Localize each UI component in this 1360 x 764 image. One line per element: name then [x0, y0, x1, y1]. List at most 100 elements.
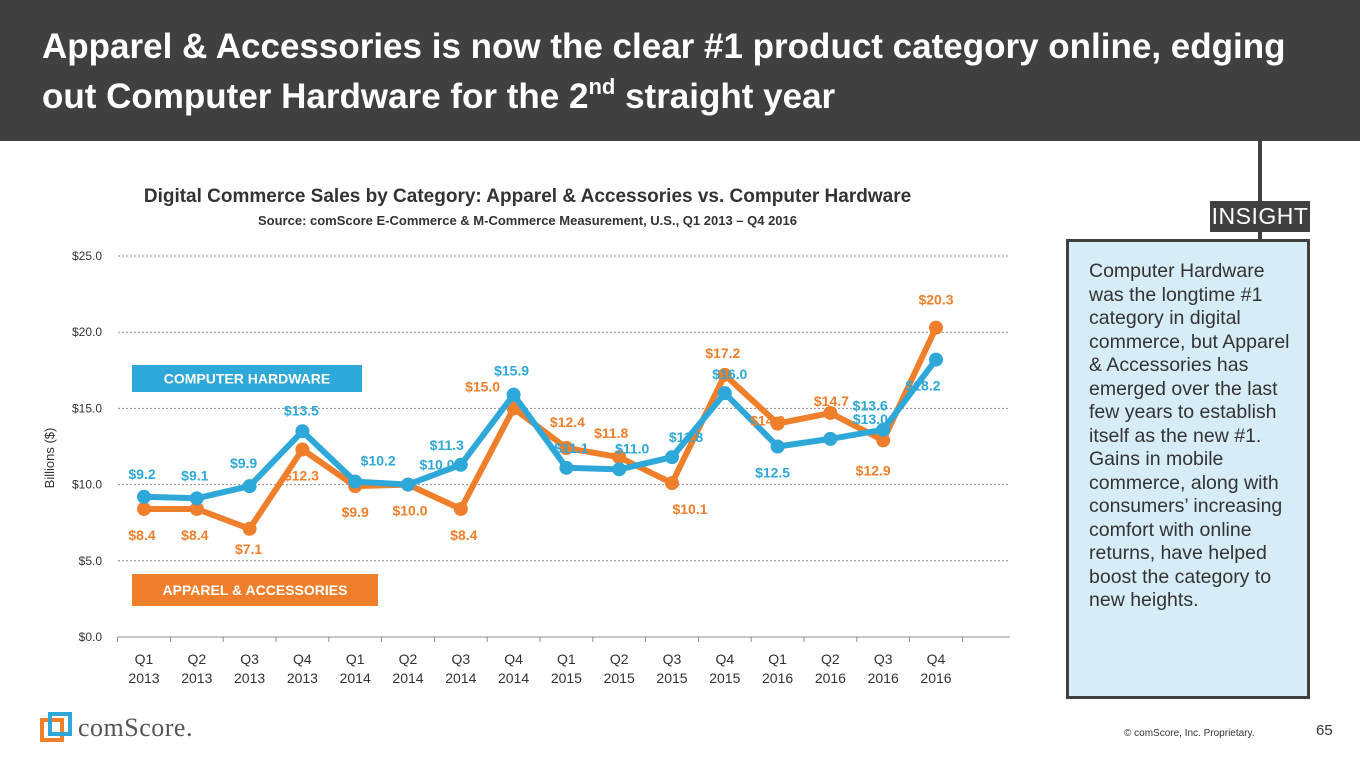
data-point — [559, 460, 574, 475]
data-label: $7.1 — [235, 541, 262, 557]
data-point — [612, 450, 627, 465]
x-tick-label-quarter: Q3 — [451, 651, 470, 667]
data-label: $10.0 — [392, 503, 427, 519]
slide-title-part1: Apparel & Accessories is now the clear #… — [42, 27, 1286, 116]
x-tick-label-quarter: Q2 — [610, 651, 629, 667]
x-tick-label-year: 2016 — [868, 670, 899, 686]
y-tick-label: $15.0 — [72, 401, 102, 415]
copyright: © comScore, Inc. Proprietary. — [1124, 728, 1255, 739]
x-tick-label-year: 2014 — [392, 670, 423, 686]
x-tick-label-year: 2015 — [709, 670, 740, 686]
series-line — [143, 357, 939, 502]
data-point — [823, 431, 838, 446]
x-tick-label-quarter: Q2 — [399, 651, 418, 667]
y-tick-label: $25.0 — [72, 249, 102, 263]
data-point — [770, 439, 785, 454]
x-tick-label-quarter: Q3 — [874, 651, 893, 667]
data-label: $12.9 — [856, 462, 891, 478]
data-label: $11.1 — [554, 440, 588, 456]
series-label: APPAREL & ACCESSORIES — [163, 582, 348, 598]
data-point — [770, 416, 785, 431]
data-label: $9.1 — [181, 467, 208, 483]
data-label: $15.9 — [494, 363, 529, 379]
y-axis-title: Billions ($) — [42, 428, 57, 489]
data-point — [242, 521, 257, 536]
data-label: $11.8 — [669, 429, 703, 445]
data-label: $13.0 — [853, 411, 888, 427]
data-point — [612, 462, 627, 477]
insight-text: Computer Hardware was the longtime #1 ca… — [1089, 260, 1290, 611]
line-chart: $25.0 $20.0 $15.0 $10.0 $5.0 $0.0 Q1 2013 Q2 2013… — [42, 249, 1010, 686]
data-point — [453, 457, 468, 472]
data-label: $18.2 — [905, 378, 940, 394]
x-tick-label-year: 2016 — [815, 670, 846, 686]
series-label: COMPUTER HARDWARE — [164, 371, 330, 387]
data-point — [929, 320, 943, 335]
comscore-logo-text: comScore. — [78, 713, 193, 742]
data-label: $13.6 — [853, 398, 888, 414]
y-tick-label: $0.0 — [79, 630, 103, 644]
comscore-logo-icon — [40, 712, 72, 742]
x-tick-label-quarter: Q3 — [240, 651, 259, 667]
x-tick-label-quarter: Q4 — [293, 651, 312, 667]
title-bar: Apparel & Accessories is now the clear #… — [0, 0, 1360, 141]
chart-source: Source: comScore E-Commerce & M-Commerce… — [258, 213, 797, 228]
x-tick-label-quarter: Q1 — [768, 651, 787, 667]
data-label: $8.4 — [128, 527, 155, 543]
x-tick-label-year: 2016 — [920, 670, 951, 686]
data-point — [189, 491, 204, 506]
x-tick-label-year: 2014 — [445, 670, 476, 686]
x-tick-label-quarter: Q4 — [504, 651, 523, 667]
y-tick-label: $10.0 — [72, 478, 102, 492]
data-label: $8.4 — [181, 527, 208, 543]
x-tick-label-year: 2013 — [287, 670, 318, 686]
data-label: $15.0 — [465, 378, 500, 394]
x-tick-label-year: 2015 — [656, 670, 687, 686]
data-label: $12.4 — [550, 414, 585, 430]
slide-title-part2: straight year — [615, 77, 836, 116]
x-tick-label-year: 2013 — [128, 670, 159, 686]
insight-label: INSIGHT — [1210, 201, 1310, 232]
data-point — [876, 433, 891, 448]
data-point — [823, 405, 838, 420]
data-label: $10.2 — [361, 453, 396, 469]
x-tick-label-quarter: Q2 — [821, 651, 840, 667]
data-label: $10.1 — [672, 501, 707, 517]
comscore-logo: comScore. — [40, 712, 240, 744]
x-tick-label-year: 2014 — [498, 670, 529, 686]
data-point — [506, 401, 521, 416]
slide-title-superscript: nd — [588, 74, 616, 99]
data-label: $20.3 — [918, 292, 953, 308]
x-tick-label-quarter: Q1 — [346, 651, 365, 667]
x-tick-label-year: 2013 — [181, 670, 212, 686]
y-tick-label: $20.0 — [72, 325, 102, 339]
data-point — [453, 501, 468, 516]
x-tick-label-quarter: Q4 — [927, 651, 946, 667]
x-tick-label-year: 2016 — [762, 670, 793, 686]
data-point — [401, 477, 415, 492]
data-point — [295, 442, 310, 457]
data-point — [876, 422, 891, 437]
data-label: $14.0 — [750, 413, 785, 429]
series-label-box — [132, 365, 362, 392]
data-point — [717, 367, 732, 382]
slide-title: Apparel & Accessories is now the clear #… — [42, 22, 1332, 122]
insight-box: Computer Hardware was the longtime #1 ca… — [1066, 239, 1310, 699]
data-point — [665, 476, 679, 491]
data-point — [137, 501, 151, 516]
x-tick-label-quarter: Q3 — [663, 651, 682, 667]
data-label: $11.0 — [615, 440, 649, 456]
data-label: $9.9 — [342, 504, 369, 520]
x-tick-label-quarter: Q4 — [715, 651, 734, 667]
data-point — [137, 489, 151, 504]
data-point — [295, 424, 310, 439]
data-label: $11.8 — [594, 425, 628, 441]
data-point — [506, 387, 521, 402]
data-label: $12.3 — [284, 468, 319, 484]
data-label: $12.5 — [755, 465, 790, 481]
data-point — [929, 352, 943, 367]
x-tick-label-year: 2013 — [234, 670, 265, 686]
data-point — [189, 501, 204, 516]
data-point — [559, 441, 574, 456]
x-tick-label-year: 2014 — [340, 670, 371, 686]
